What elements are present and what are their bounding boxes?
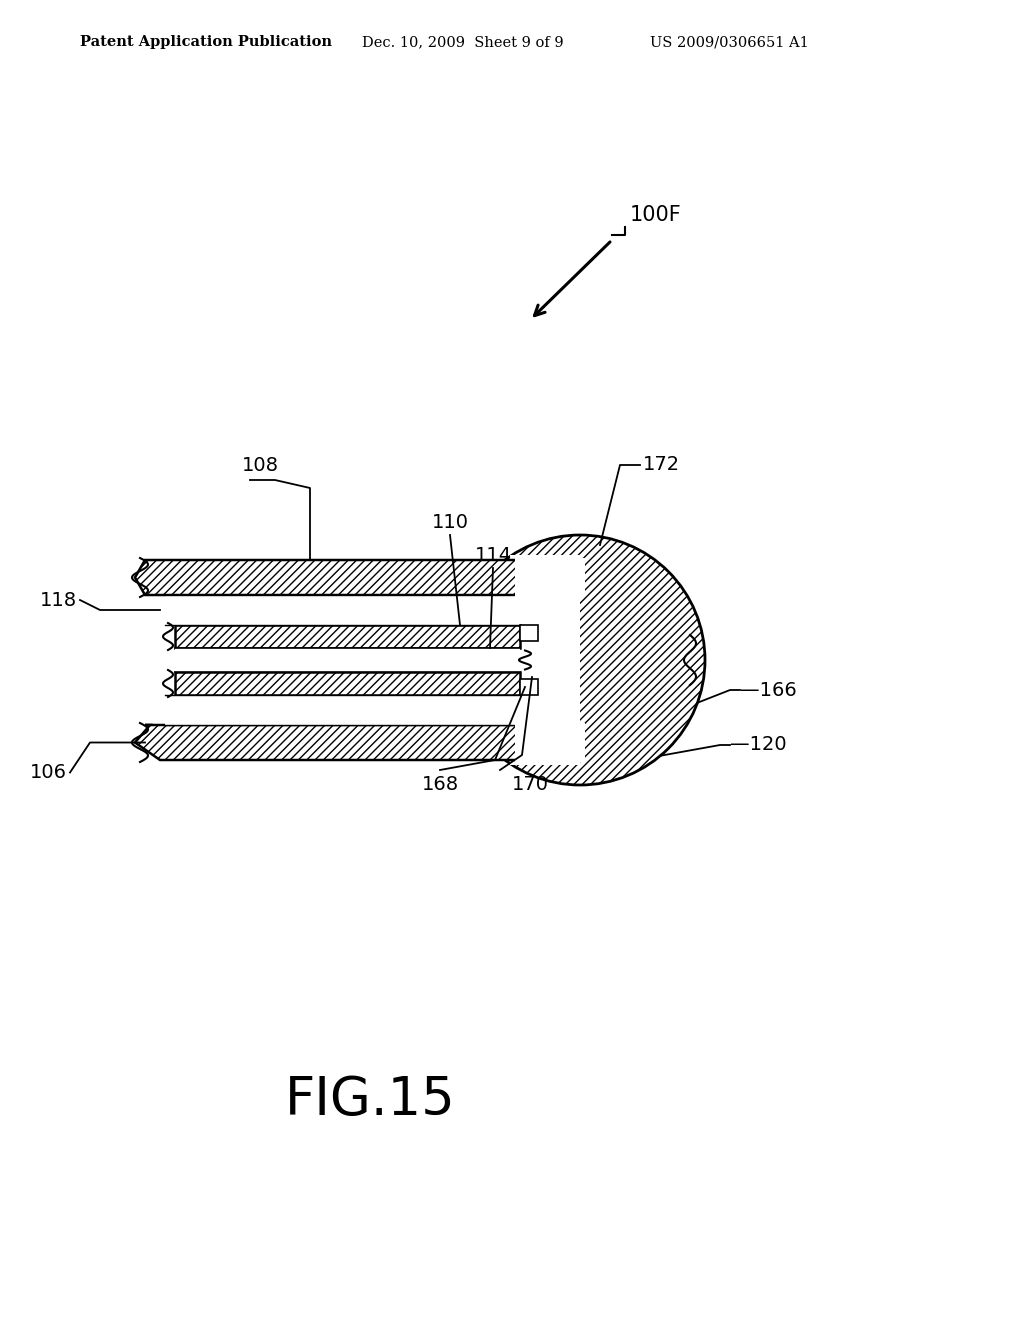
Text: 110: 110	[431, 513, 469, 532]
Text: 170: 170	[512, 775, 549, 795]
Polygon shape	[135, 560, 520, 595]
Text: 118: 118	[40, 590, 77, 610]
Text: US 2009/0306651 A1: US 2009/0306651 A1	[650, 36, 809, 49]
Text: —120: —120	[730, 735, 786, 755]
Text: —166: —166	[740, 681, 797, 700]
Polygon shape	[175, 672, 520, 696]
Polygon shape	[515, 723, 585, 762]
Polygon shape	[175, 648, 520, 672]
Polygon shape	[520, 678, 538, 696]
Text: 106: 106	[30, 763, 67, 781]
Text: 108: 108	[242, 455, 279, 475]
Polygon shape	[510, 554, 580, 766]
Polygon shape	[175, 624, 520, 648]
Text: 168: 168	[422, 775, 459, 795]
Polygon shape	[520, 624, 538, 642]
Text: FIG.15: FIG.15	[285, 1074, 456, 1126]
Text: Dec. 10, 2009  Sheet 9 of 9: Dec. 10, 2009 Sheet 9 of 9	[362, 36, 563, 49]
Text: 100F: 100F	[630, 205, 682, 224]
Circle shape	[455, 535, 705, 785]
Text: 114: 114	[474, 546, 512, 565]
Text: 172: 172	[643, 455, 680, 474]
Polygon shape	[135, 725, 520, 760]
Polygon shape	[515, 558, 585, 597]
Polygon shape	[165, 595, 520, 624]
Text: Patent Application Publication: Patent Application Publication	[80, 36, 332, 49]
Polygon shape	[165, 696, 520, 725]
